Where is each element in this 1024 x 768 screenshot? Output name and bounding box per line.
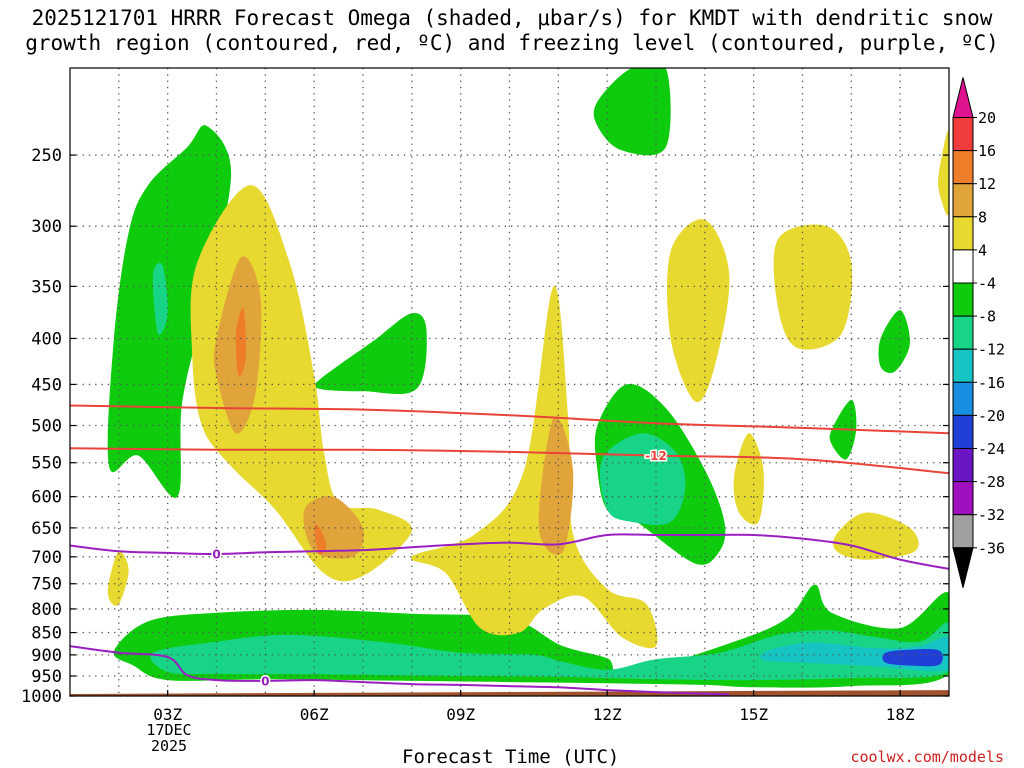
colorbar-bottom-arrow [952, 547, 974, 588]
omega-region-18 [538, 416, 574, 555]
title-line-2: growth region (contoured, red, ºC) and f… [25, 31, 999, 55]
credit-link[interactable]: coolwx.com/models [850, 748, 1004, 766]
colorbar-swatch [952, 183, 974, 218]
dgz-label-0: -12 [645, 449, 667, 463]
x-axis: 03Z 06Z 09Z 12Z 15Z 18Z [153, 690, 915, 724]
y-axis: 2503003504004505005506006507007508008509… [21, 146, 949, 707]
colorbar-swatch [952, 481, 974, 516]
y-tick-label: 500 [31, 417, 62, 437]
omega-region-16 [314, 524, 327, 555]
colorbar-label: -28 [978, 473, 1005, 491]
omega-region-19 [666, 219, 730, 403]
y-tick-label: 700 [31, 548, 62, 568]
colorbar-label: -36 [978, 539, 1005, 557]
y-tick-label: 600 [31, 488, 62, 508]
colorbar-swatch [952, 381, 974, 416]
date-label-year: 2025 [150, 737, 188, 755]
x-tick-label: 15Z [739, 705, 768, 724]
colorbar-label: 16 [978, 142, 996, 160]
x-tick-label: 03Z [153, 705, 182, 724]
terrain-fill [70, 690, 949, 696]
contour-lines: -12 0 0 [70, 404, 949, 696]
colorbar-label: 12 [978, 175, 996, 193]
x-axis-label: Forecast Time (UTC) [402, 746, 620, 768]
y-tick-label: 250 [31, 146, 62, 166]
colorbar-swatch [952, 514, 974, 549]
y-tick-label: 1000 [21, 687, 62, 707]
colorbar-swatch [952, 117, 974, 152]
colorbar-swatch [952, 150, 974, 185]
omega-shaded-regions [107, 68, 949, 688]
y-tick-label: 450 [31, 375, 62, 395]
colorbar-label: -20 [978, 407, 1005, 425]
x-tick-label: 06Z [300, 705, 329, 724]
omega-region-10 [878, 310, 910, 373]
omega-region-14 [235, 307, 247, 377]
chart-title: 2025121701 HRRR Forecast Omega (shaded, … [0, 6, 1024, 56]
colorbar-top-arrow [952, 77, 974, 118]
colorbar-swatch [952, 414, 974, 449]
colorbar-label: -16 [978, 374, 1005, 392]
y-tick-label: 350 [31, 277, 62, 297]
omega-region-24 [938, 130, 949, 216]
omega-region-1 [150, 622, 949, 681]
y-tick-label: 650 [31, 519, 62, 539]
x-tick-label: 12Z [593, 705, 622, 724]
colorbar-swatch [952, 216, 974, 251]
freezing-line-0 [70, 533, 949, 570]
grid-lines [70, 68, 949, 697]
colorbar-label: -32 [978, 506, 1005, 524]
y-tick-label: 850 [31, 624, 62, 644]
y-tick-label: 750 [31, 575, 62, 595]
date-label-day: 17DEC [146, 721, 192, 739]
colorbar-label: -4 [978, 275, 996, 293]
y-tick-label: 400 [31, 329, 62, 349]
omega-region-3 [882, 649, 943, 667]
colorbar-label: -24 [978, 440, 1005, 458]
y-tick-label: 800 [31, 600, 62, 620]
colorbar-label: 20 [978, 109, 996, 127]
colorbar-swatch [952, 348, 974, 383]
colorbar-swatch [952, 315, 974, 350]
omega-region-5 [152, 262, 168, 336]
x-tick-label: 09Z [446, 705, 475, 724]
omega-region-22 [833, 512, 919, 560]
colorbar-label: 8 [978, 208, 987, 226]
y-tick-label: 550 [31, 454, 62, 474]
y-tick-label: 950 [31, 667, 62, 687]
omega-region-20 [773, 224, 853, 350]
omega-region-6 [312, 313, 427, 395]
colorbar-label: 4 [978, 241, 987, 259]
colorbar-label: -8 [978, 308, 996, 326]
terrain-band [70, 690, 949, 696]
omega-region-4 [107, 125, 232, 498]
colorbar: 20 16 12 8 4 -4 -8 -12 -16 -20 -24 -28 -32 -36 [952, 77, 1005, 588]
colorbar-label: -12 [978, 341, 1005, 359]
date-label: 17DEC 2025 [140, 722, 198, 754]
y-tick-label: 300 [31, 217, 62, 237]
colorbar-swatch [952, 282, 974, 317]
title-line-1: 2025121701 HRRR Forecast Omega (shaded, … [31, 6, 993, 30]
colorbar-swatch [952, 249, 974, 284]
freezing-label-1: 0 [261, 674, 269, 688]
y-tick-label: 900 [31, 646, 62, 666]
omega-region-17 [411, 285, 658, 649]
freezing-label-0: 0 [212, 548, 220, 562]
plot-frame [69, 67, 950, 697]
dgz-line-0 [70, 447, 949, 475]
freezing-line-1 [70, 645, 730, 696]
omega-region-7 [593, 68, 671, 156]
colorbar-swatch [952, 448, 974, 483]
dgz-line-1 [70, 404, 949, 435]
omega-region-21 [733, 433, 764, 525]
x-tick-label: 18Z [886, 705, 915, 724]
